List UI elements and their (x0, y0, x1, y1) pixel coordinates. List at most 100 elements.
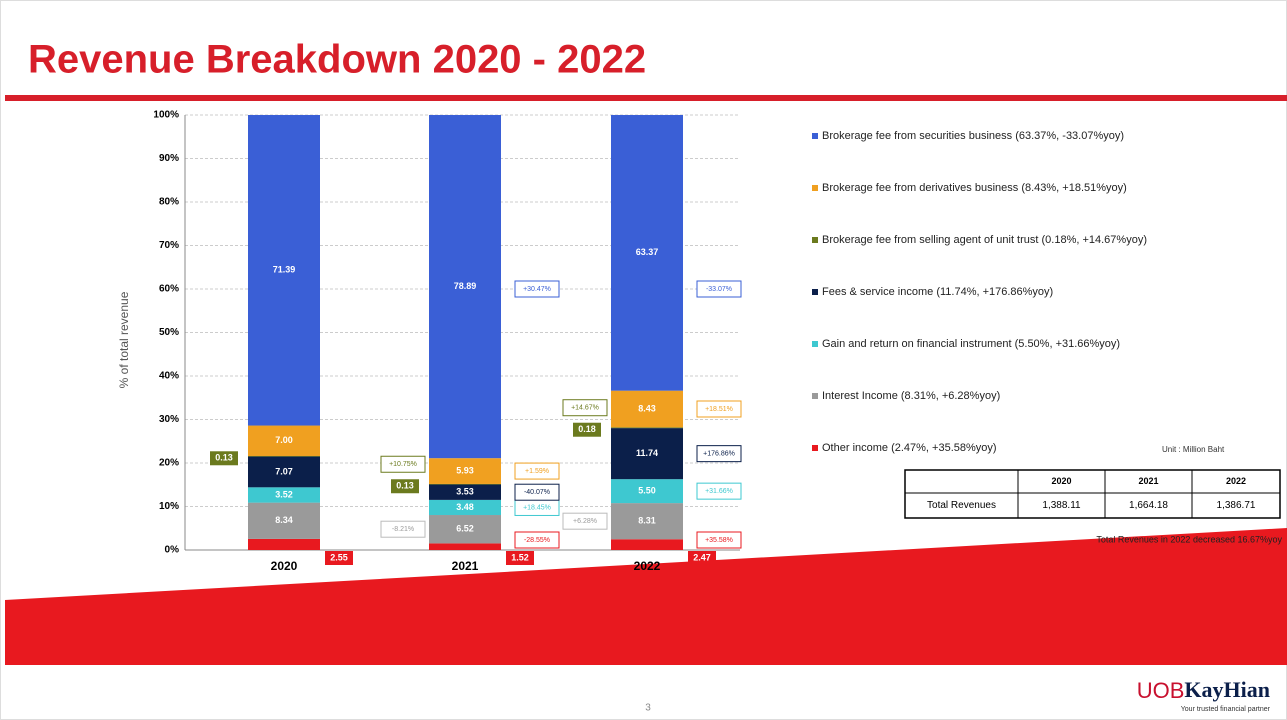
yoy-label: -33.07% (706, 286, 732, 293)
value-label: 8.43 (638, 403, 656, 413)
table-cell: 1,388.11 (1042, 500, 1081, 511)
value-label: 5.93 (456, 465, 474, 475)
yoy-box (514, 483, 560, 501)
logo: UOBKayHian (1137, 677, 1270, 703)
bar-segment (611, 539, 683, 550)
value-label: 71.39 (273, 265, 296, 275)
value-label-box (573, 422, 601, 437)
bar-segment (429, 483, 501, 485)
yoy-label: +31.66% (705, 488, 733, 495)
y-axis-label: % of total revenue (117, 291, 131, 388)
yoy-box (562, 399, 608, 417)
x-tick-label: 2021 (452, 559, 479, 573)
table-header: 2021 (1138, 476, 1158, 486)
y-tick-label: 60% (159, 284, 179, 295)
logo-tagline: Your trusted financial partner (1181, 706, 1271, 713)
value-label: 8.31 (638, 516, 656, 526)
bar-segment (611, 115, 683, 391)
x-tick-label: 2022 (634, 559, 661, 573)
yoy-label: +30.47% (523, 286, 551, 293)
yoy-box (696, 482, 742, 500)
yoy-label: -8.21% (392, 526, 414, 533)
yoy-label: +18.45% (523, 504, 551, 511)
yoy-box (696, 400, 742, 418)
bar-segment (611, 503, 683, 540)
yoy-box (696, 445, 742, 463)
legend-label: Brokerage fee from derivatives business … (822, 182, 1127, 194)
y-tick-label: 50% (159, 327, 179, 338)
bar-segment (429, 543, 501, 550)
y-tick-label: 30% (159, 414, 179, 425)
unit-note: Unit : Million Baht (1162, 445, 1225, 454)
bar-segment (248, 455, 320, 457)
legend-label: Brokerage fee from selling agent of unit… (822, 234, 1147, 246)
logo-a: UOB (1137, 678, 1185, 703)
bar-segment (611, 427, 683, 429)
yoy-label: +18.51% (705, 406, 733, 413)
legend-swatch (812, 341, 818, 347)
yoy-label: +35.58% (705, 537, 733, 544)
legend-label: Interest Income (8.31%, +6.28%yoy) (822, 390, 1000, 402)
value-label-box (688, 551, 716, 565)
value-label: 7.00 (275, 435, 293, 445)
legend-swatch (812, 237, 818, 243)
yoy-box (696, 531, 742, 549)
value-label: 8.34 (275, 515, 293, 525)
value-label: 3.48 (456, 502, 474, 512)
bar-segment (429, 484, 501, 500)
value-label: 2.47 (693, 552, 711, 562)
value-label: 6.52 (456, 524, 474, 534)
bar-segment (248, 115, 320, 426)
yoy-box (380, 455, 426, 473)
value-label: 7.07 (275, 466, 293, 476)
title-rule (5, 95, 1287, 101)
bar-segment (429, 499, 501, 516)
table-row-label: Total Revenues (927, 500, 996, 511)
x-tick-label: 2020 (271, 559, 298, 573)
value-label: 5.50 (638, 486, 656, 496)
yoy-label: +10.75% (389, 461, 417, 468)
value-label: 63.37 (636, 247, 659, 257)
legend-label: Brokerage fee from securities business (… (822, 130, 1124, 142)
y-tick-label: 80% (159, 197, 179, 208)
value-label: 0.13 (396, 481, 414, 491)
bar-segment (248, 502, 320, 539)
bar-segment (248, 456, 320, 488)
yoy-label: +1.59% (525, 468, 549, 475)
table-header: 2020 (1051, 476, 1071, 486)
y-tick-label: 100% (153, 110, 179, 121)
y-tick-label: 90% (159, 153, 179, 164)
y-tick-label: 70% (159, 240, 179, 251)
bar-segment (248, 538, 320, 550)
bar-segment (611, 390, 683, 428)
legend-swatch (812, 445, 818, 451)
value-label: 3.52 (275, 489, 293, 499)
slide-title: Revenue Breakdown 2020 - 2022 (28, 38, 646, 82)
bar-segment (429, 515, 501, 544)
yoy-label: +6.28% (573, 518, 597, 525)
legend-swatch (812, 393, 818, 399)
yoy-box (514, 531, 560, 549)
bar-segment (248, 487, 320, 503)
footnote: Total Revenues in 2022 decreased 16.67%y… (1096, 534, 1282, 544)
yoy-label: -40.07% (524, 489, 550, 496)
yoy-label: +14.67% (571, 405, 599, 412)
yoy-box (562, 512, 608, 530)
table-cell: 1,664.18 (1129, 500, 1168, 511)
bar-segment (611, 428, 683, 480)
red-band (5, 528, 1287, 665)
bar-segment (429, 115, 501, 459)
y-tick-label: 10% (159, 501, 179, 512)
value-label-box (210, 451, 238, 466)
page-number: 3 (645, 703, 651, 714)
value-label-box (391, 479, 419, 494)
value-label: 3.53 (456, 487, 474, 497)
value-label: 78.89 (454, 281, 477, 291)
bar-segment (248, 425, 320, 456)
yoy-box (696, 280, 742, 298)
yoy-box (514, 462, 560, 480)
yoy-box (514, 280, 560, 298)
legend-label: Fees & service income (11.74%, +176.86%y… (822, 286, 1053, 298)
value-label: 11.74 (636, 448, 658, 458)
